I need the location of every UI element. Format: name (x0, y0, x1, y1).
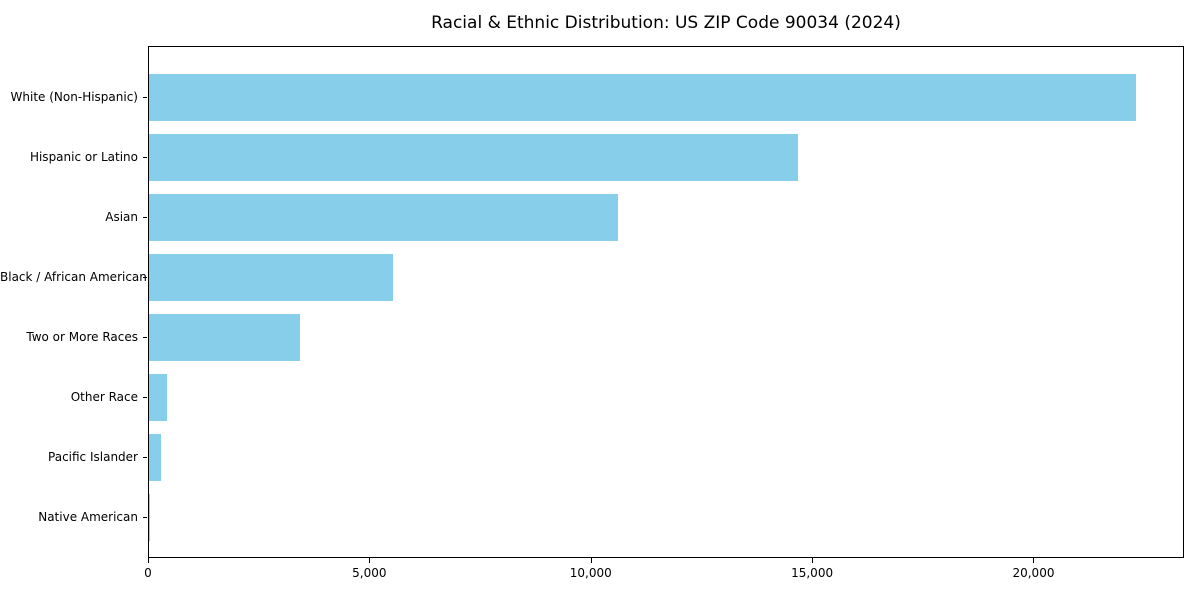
y-tick-mark (143, 276, 147, 278)
y-label-white-non-hispanic: White (Non-Hispanic) (10, 89, 138, 104)
y-tick-mark (143, 456, 147, 458)
plot-area (148, 46, 1184, 558)
y-label-other-race: Other Race (70, 389, 138, 404)
y-label-asian: Asian (105, 209, 138, 224)
x-tick-mark (369, 558, 371, 563)
x-tick-label-5-000: 5,000 (352, 566, 387, 580)
y-tick-mark (143, 336, 147, 338)
x-tick-mark (148, 558, 149, 563)
y-label-hispanic-or-latino: Hispanic or Latino (29, 149, 138, 164)
y-tick-mark (143, 516, 147, 518)
x-tick-label-15-000: 15,000 (791, 566, 834, 580)
bar-black-african-american (149, 254, 393, 301)
y-label-black-african-american: Black / African American (0, 269, 147, 284)
y-tick-mark (143, 156, 147, 158)
y-tick-mark (143, 216, 147, 218)
y-tick-mark (143, 96, 147, 98)
x-tick-label-0: 0 (144, 566, 152, 580)
x-tick-mark (590, 558, 592, 563)
bar-pacific-islander (149, 434, 161, 481)
bar-asian (149, 194, 619, 241)
bar-two-or-more-races (149, 314, 300, 361)
y-label-pacific-islander: Pacific Islander (48, 449, 138, 464)
bar-hispanic-or-latino (149, 134, 798, 181)
y-label-native-american: Native American (38, 509, 138, 524)
bar-white-non-hispanic (149, 74, 1137, 121)
x-tick-mark (1033, 558, 1035, 563)
x-tick-label-10-000: 10,000 (569, 566, 612, 580)
y-label-two-or-more-races: Two or More Races (26, 329, 138, 344)
bar-native-american (149, 494, 151, 541)
y-tick-mark (143, 396, 147, 398)
bar-other-race (149, 374, 167, 421)
x-tick-mark (812, 558, 814, 563)
x-tick-label-20-000: 20,000 (1012, 566, 1055, 580)
chart-title: Racial & Ethnic Distribution: US ZIP Cod… (431, 13, 901, 33)
